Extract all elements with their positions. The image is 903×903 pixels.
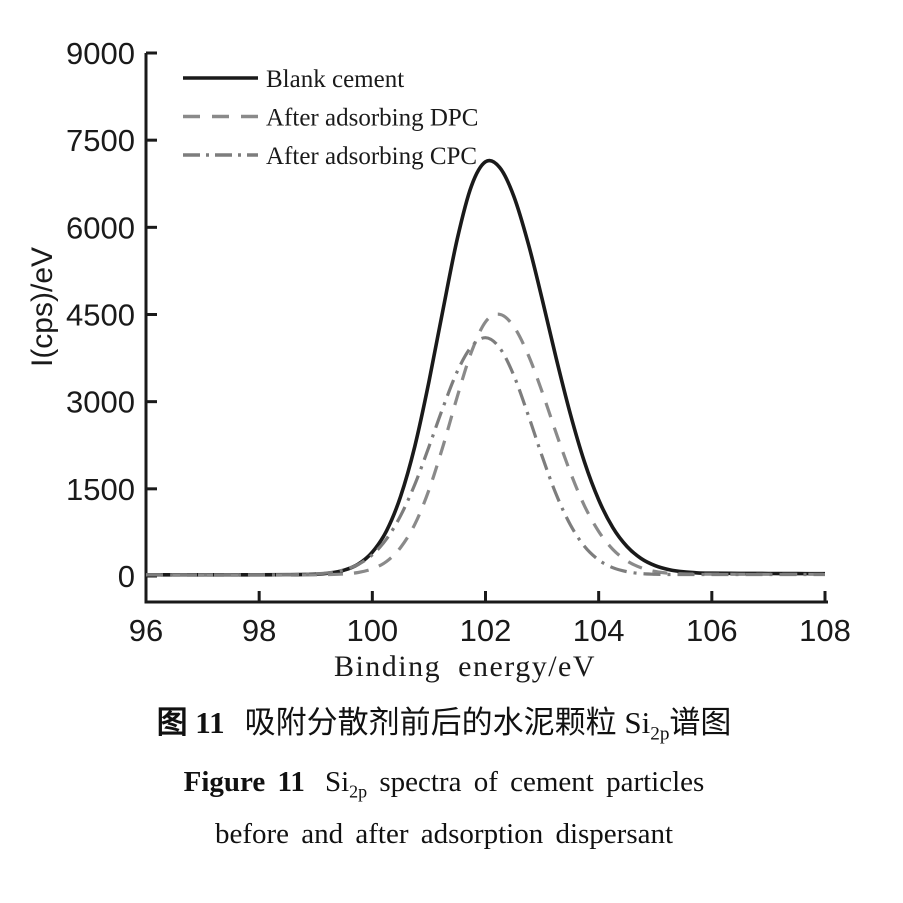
caption-en-text: spectra of cement particles	[367, 766, 705, 798]
y-tick-label: 0	[118, 559, 135, 594]
y-axis-title: I(cps)/eV	[26, 247, 59, 367]
legend-label: Blank cement	[266, 66, 404, 93]
x-tick-label: 96	[129, 613, 163, 648]
caption-zh-text: 吸附分散剂前后的水泥颗粒 Si	[244, 705, 651, 740]
caption-english-line1: Figure 11 Si2p spectra of cement particle…	[0, 762, 888, 811]
series-curves	[146, 158, 826, 577]
x-tick-label: 98	[242, 613, 276, 648]
x-tick-label: 108	[799, 613, 851, 648]
caption-en-subscript: 2p	[349, 781, 368, 802]
legend-entry: After adsorbing CPC	[183, 143, 477, 170]
series-curve-2	[146, 312, 825, 577]
y-tick-label: 6000	[66, 210, 135, 245]
y-tick-label: 9000	[66, 36, 135, 71]
legend-entry: After adsorbing DPC	[183, 105, 478, 132]
legend-label: After adsorbing CPC	[266, 143, 477, 170]
plot-legend: Blank cement After adsorbing DPC After ads…	[183, 66, 478, 170]
axis-ticks	[146, 51, 827, 602]
caption-zh-subscript: 2p	[650, 723, 670, 745]
series-curve-3	[146, 336, 825, 577]
x-axis-title: Binding energy/eV	[334, 650, 596, 683]
caption-english-line2: before and after adsorption dispersant	[214, 818, 674, 850]
x-tick-label: 106	[686, 613, 738, 648]
caption-zh-tail: 谱图	[669, 705, 732, 740]
y-tick-label: 7500	[66, 123, 135, 158]
x-tick-label: 102	[460, 613, 512, 648]
caption-en-si: Si	[324, 766, 350, 798]
x-tick-label: 104	[573, 613, 625, 648]
caption-zh-number: 图 11	[156, 705, 225, 740]
series-curve-1	[146, 158, 826, 577]
legend-label: After adsorbing DPC	[266, 105, 478, 132]
y-tick-label: 3000	[66, 385, 135, 420]
caption-chinese: 图 11 吸附分散剂前后的水泥颗粒 Si2p谱图	[0, 702, 888, 756]
y-tick-label: 1500	[66, 472, 135, 507]
axis-spines	[144, 53, 828, 604]
legend-entry: Blank cement	[183, 66, 404, 93]
caption-en-number: Figure 11	[183, 766, 305, 798]
spectra-plot: 0 1500 3000 4500 6000 7500 9000 96 98 100 102 104 10…	[26, 36, 851, 683]
x-tick-label: 100	[346, 613, 398, 648]
y-tick-label: 4500	[66, 298, 135, 333]
axis-tick-labels: 0 1500 3000 4500 6000 7500 9000 96 98 100 102 104 10…	[66, 36, 851, 648]
